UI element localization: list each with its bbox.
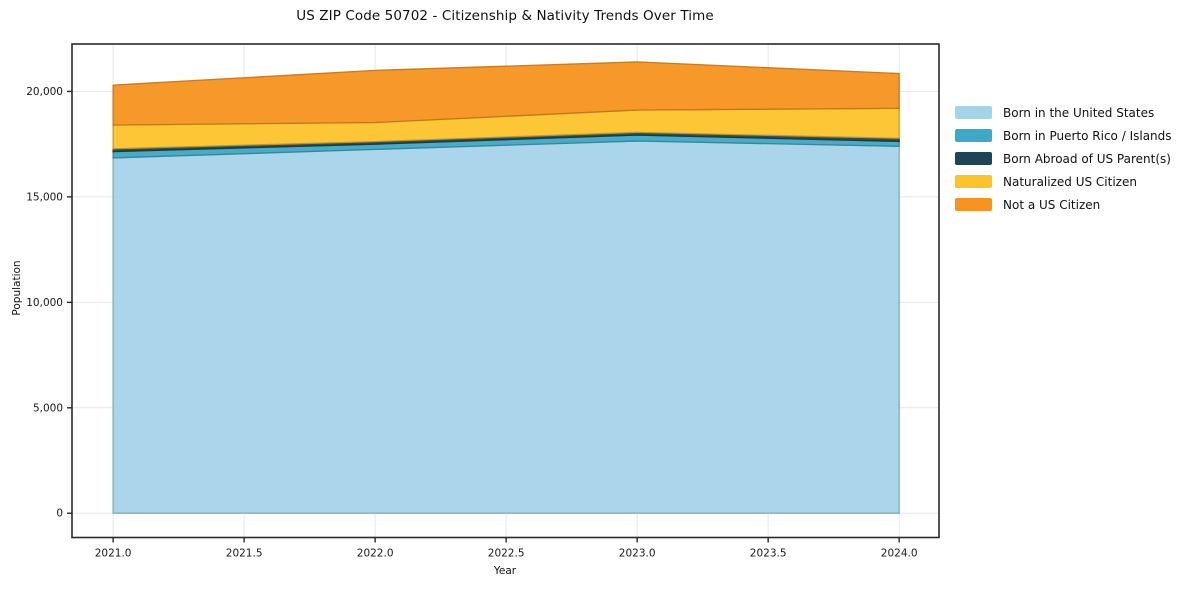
ticks: 2021.0 2021.5 2022.0 2022.5 2023.0 2023.5 2024… xyxy=(26,86,917,560)
legend-label: Born in Puerto Rico / Islands xyxy=(1003,128,1172,143)
area-not-a-us-citizen xyxy=(112,61,900,126)
x-tick-label: 2021.5 xyxy=(226,548,263,560)
legend-swatch-born-in-puerto-rico-islands xyxy=(955,129,992,142)
x-tick-label: 2022.0 xyxy=(357,548,394,560)
x-tick-label: 2023.5 xyxy=(750,548,787,560)
legend-item: Not a US Citizen xyxy=(955,193,1172,216)
legend-swatch-born-in-the-united-states xyxy=(955,106,992,119)
legend: Born in the United States Born in Puerto… xyxy=(955,101,1172,216)
legend-swatch-not-a-us-citizen xyxy=(955,198,992,211)
legend-label: Naturalized US Citizen xyxy=(1003,174,1137,189)
x-tick-label: 2024.0 xyxy=(881,548,918,560)
legend-swatch-naturalized-us-citizen xyxy=(955,175,992,188)
legend-label: Not a US Citizen xyxy=(1003,197,1101,212)
y-tick-label: 0 xyxy=(56,508,63,520)
y-tick-label: 20,000 xyxy=(26,86,63,98)
y-tick-label: 10,000 xyxy=(26,297,63,309)
legend-item: Born in the United States xyxy=(955,101,1172,124)
x-tick-label: 2023.0 xyxy=(619,548,656,560)
legend-item: Born in Puerto Rico / Islands xyxy=(955,124,1172,147)
area-born-in-the-united-states xyxy=(112,140,900,514)
y-tick-label: 5,000 xyxy=(33,402,63,414)
x-tick-label: 2021.0 xyxy=(95,548,132,560)
x-axis-label: Year xyxy=(493,565,517,577)
y-axis-label: Population xyxy=(11,260,23,316)
legend-label: Born in the United States xyxy=(1003,105,1155,120)
legend-item: Naturalized US Citizen xyxy=(955,170,1172,193)
chart-title: US ZIP Code 50702 - Citizenship & Nativi… xyxy=(296,8,714,24)
legend-item: Born Abroad of US Parent(s) xyxy=(955,147,1172,170)
x-tick-label: 2022.5 xyxy=(488,548,525,560)
legend-swatch-born-abroad-of-us-parents xyxy=(955,152,992,165)
stacked-areas xyxy=(112,61,900,514)
y-tick-label: 15,000 xyxy=(26,191,63,203)
legend-label: Born Abroad of US Parent(s) xyxy=(1003,151,1171,166)
